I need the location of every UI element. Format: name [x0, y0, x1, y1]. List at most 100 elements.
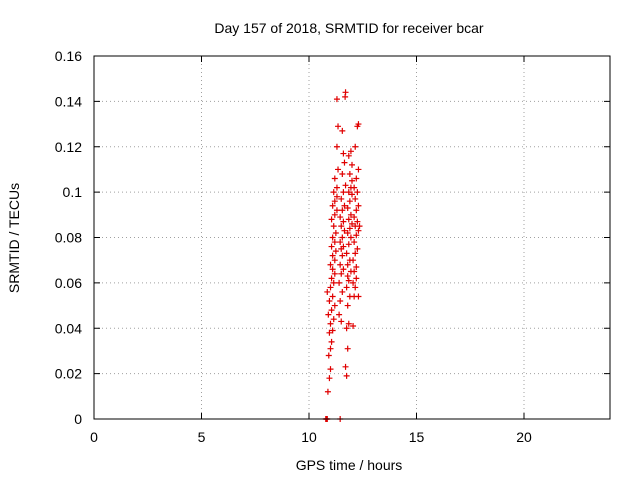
data-point — [351, 268, 358, 275]
x-axis-tick-labels: 0 5 10 15 20 — [90, 429, 532, 445]
data-point — [336, 279, 343, 286]
data-point — [345, 241, 352, 248]
data-point — [344, 345, 351, 352]
data-point — [341, 227, 348, 234]
data-point — [344, 205, 351, 212]
data-point — [343, 250, 350, 257]
data-point — [352, 250, 359, 257]
data-point — [333, 96, 340, 103]
x-tick-label: 20 — [516, 429, 532, 445]
data-point — [353, 232, 360, 239]
data-point — [332, 248, 339, 255]
data-point — [355, 293, 362, 300]
data-point — [347, 234, 354, 241]
data-point — [327, 320, 334, 327]
data-point — [339, 252, 346, 259]
data-point — [353, 263, 360, 270]
data-point — [326, 329, 333, 336]
chart-title: Day 157 of 2018, SRMTID for receiver bca… — [214, 20, 484, 36]
data-point — [344, 229, 351, 236]
data-point — [337, 261, 344, 268]
data-point — [350, 279, 357, 286]
data-point — [340, 150, 347, 157]
y-tick-label: 0 — [74, 411, 82, 427]
data-point — [341, 202, 348, 209]
data-point — [331, 239, 338, 246]
data-point — [345, 320, 352, 327]
y-tick-label: 0.14 — [55, 93, 82, 109]
data-point — [338, 270, 345, 277]
data-point — [329, 252, 336, 259]
axis-ticks — [93, 55, 610, 420]
x-axis-label: GPS time / hours — [296, 457, 403, 473]
data-point — [349, 177, 355, 184]
data-point — [347, 211, 354, 218]
data-point — [341, 159, 348, 166]
data-point — [340, 266, 347, 273]
data-point — [326, 375, 333, 382]
data-point — [326, 298, 333, 305]
y-tick-label: 0.1 — [63, 184, 83, 200]
data-point — [331, 302, 338, 309]
y-tick-label: 0.04 — [55, 320, 82, 336]
data-point — [333, 207, 340, 214]
data-point — [329, 293, 336, 300]
data-point — [343, 284, 350, 291]
data-point — [343, 372, 350, 379]
data-point — [328, 275, 335, 282]
y-tick-label: 0.08 — [55, 230, 82, 246]
data-point — [354, 218, 361, 225]
data-point — [324, 388, 331, 395]
data-point — [328, 216, 335, 223]
data-point — [353, 175, 360, 182]
data-point — [329, 327, 336, 334]
data-point — [352, 143, 359, 150]
data-point — [344, 261, 351, 268]
data-point — [336, 311, 343, 318]
data-point — [352, 284, 359, 291]
data-point — [335, 123, 342, 130]
data-point — [355, 227, 362, 234]
data-point — [350, 257, 357, 264]
data-point — [337, 214, 344, 221]
data-point — [327, 261, 334, 268]
data-point — [349, 191, 355, 198]
data-point — [328, 338, 335, 345]
data-point — [347, 148, 354, 155]
data-point — [331, 211, 338, 218]
data-point — [337, 298, 344, 305]
data-point — [350, 322, 357, 329]
data-point — [349, 161, 355, 168]
data-points — [322, 89, 363, 422]
data-point — [328, 243, 335, 250]
data-point — [344, 273, 351, 280]
data-point — [344, 302, 351, 309]
data-point — [345, 152, 352, 159]
data-point — [333, 143, 340, 150]
data-point — [327, 284, 334, 291]
data-point — [333, 184, 340, 191]
data-point — [325, 311, 332, 318]
data-point — [327, 345, 334, 352]
data-point — [331, 198, 338, 205]
data-point — [346, 225, 353, 232]
data-point — [351, 214, 358, 221]
data-point — [329, 266, 336, 273]
data-point — [354, 245, 361, 252]
data-point — [324, 288, 331, 295]
y-axis-label: SRMTID / TECUs — [6, 183, 22, 293]
x-tick-label: 0 — [90, 429, 98, 445]
data-point — [338, 318, 345, 325]
grid-lines — [94, 56, 610, 419]
data-point — [331, 270, 338, 277]
data-point — [333, 193, 340, 200]
data-point — [329, 234, 336, 241]
data-point — [328, 307, 335, 314]
data-point — [355, 166, 362, 173]
data-point — [346, 170, 353, 177]
y-tick-label: 0.06 — [55, 275, 82, 291]
x-tick-label: 15 — [409, 429, 425, 445]
data-point — [342, 363, 349, 370]
data-point — [330, 279, 337, 286]
